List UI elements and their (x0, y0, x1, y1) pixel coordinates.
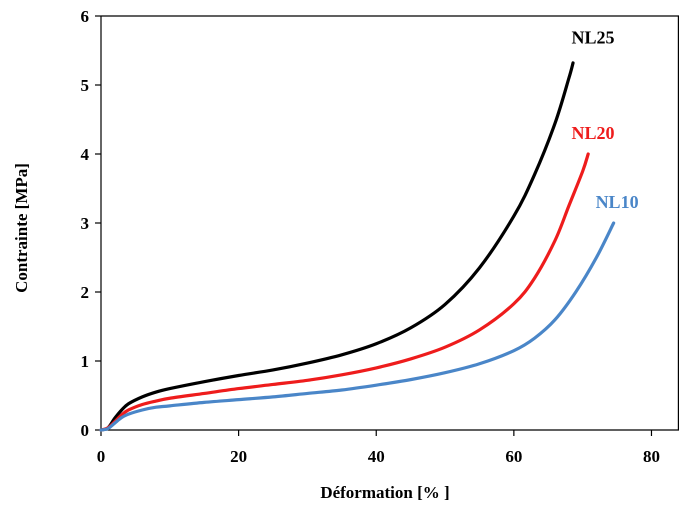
series-layer (99, 61, 616, 432)
series-label-nl20: NL20 (571, 123, 614, 143)
series-line-nl10 (99, 221, 616, 432)
x-tick-label: 80 (643, 447, 660, 466)
series-line-nl20 (99, 152, 590, 432)
y-tick-label: 3 (81, 214, 90, 233)
series-labels: NL25 NL20 NL10 (571, 28, 638, 212)
y-axis-title: Contrainte [MPa] (12, 163, 31, 293)
x-tick-label: 20 (230, 447, 247, 466)
x-tick-label: 0 (97, 447, 106, 466)
y-tick-label: 2 (81, 283, 90, 302)
y-tick-label: 1 (81, 352, 90, 371)
series-line-nl25 (99, 61, 575, 432)
series-label-nl25: NL25 (571, 28, 614, 48)
axis-ticks: 0 20 40 60 80 0 1 2 3 4 5 6 (81, 7, 660, 466)
y-tick-label: 4 (81, 145, 90, 164)
y-tick-label: 6 (81, 7, 90, 26)
plot-frame (100, 15, 679, 431)
x-axis-title: Déformation [% ] (320, 483, 449, 502)
y-tick-label: 5 (81, 76, 90, 95)
x-tick-label: 40 (368, 447, 385, 466)
x-tick-label: 60 (505, 447, 522, 466)
y-tick-label: 0 (81, 421, 90, 440)
series-label-nl10: NL10 (596, 192, 639, 212)
